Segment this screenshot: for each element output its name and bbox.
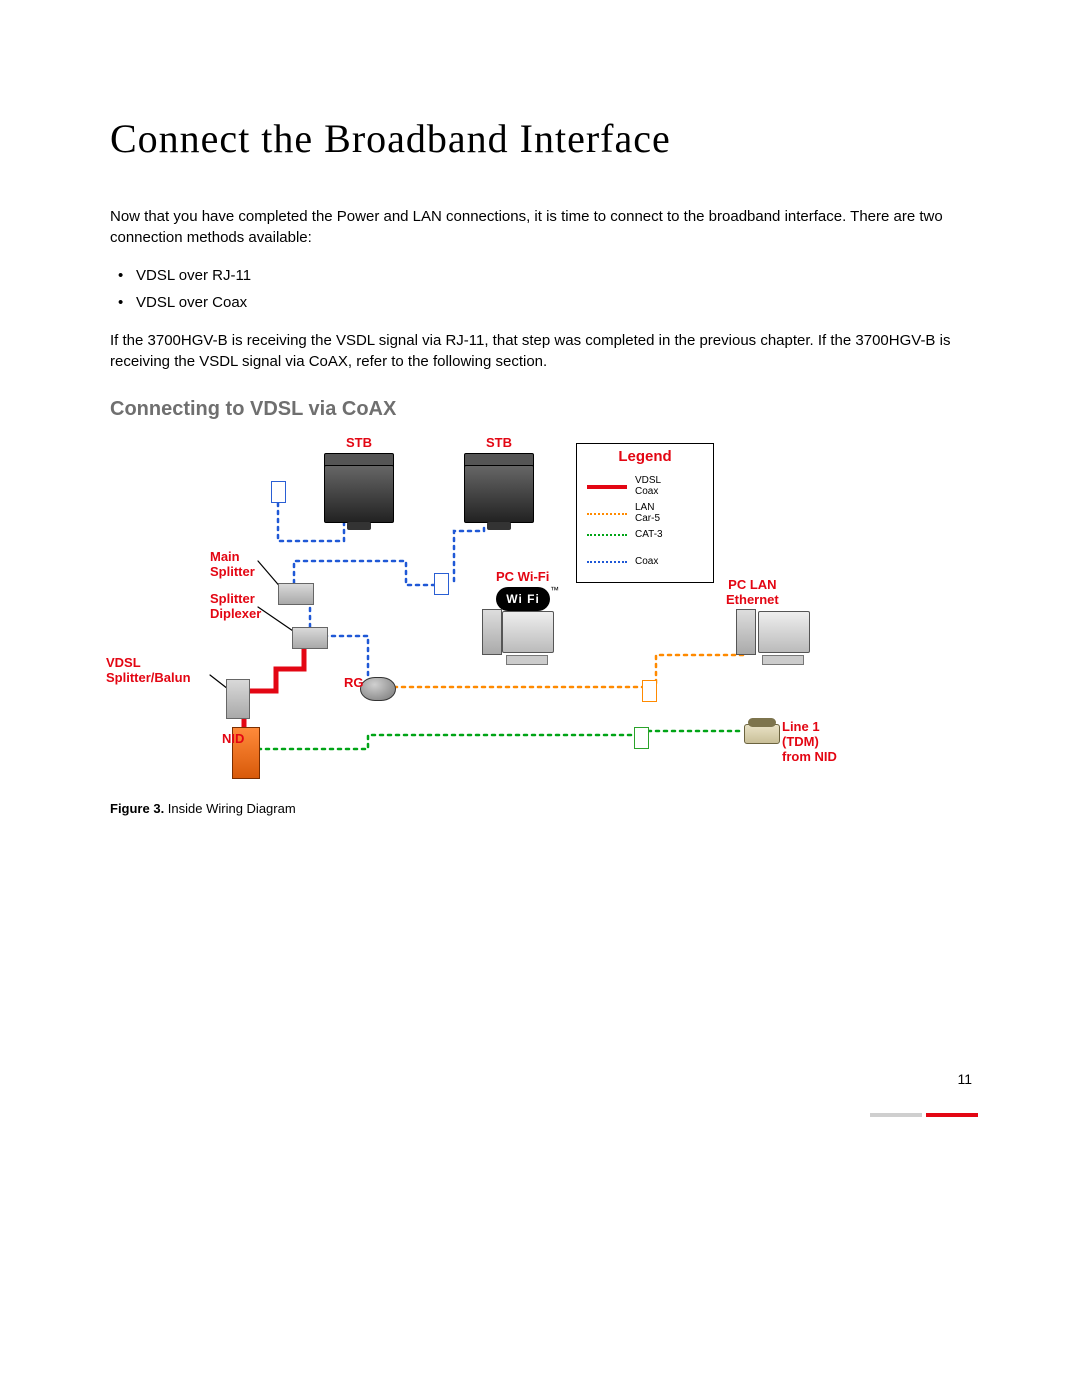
label-stb2: STB	[486, 435, 512, 450]
balun-box	[226, 679, 250, 719]
label-pc-wifi: PC Wi-Fi	[496, 569, 549, 584]
wallplate-stb2	[434, 573, 449, 595]
tv-device-1	[324, 465, 394, 523]
rg-device	[360, 677, 396, 701]
legend-swatch	[587, 513, 627, 515]
label-vdsl-balun: VDSL Splitter/Balun	[106, 655, 191, 685]
legend-box: Legend VDSL Coax LAN Car-5 CAT-3 Coax	[576, 443, 714, 583]
footer-stripe	[870, 1111, 980, 1119]
method-list: VDSL over RJ-11 VDSL over Coax	[110, 262, 980, 316]
label-nid: NID	[222, 731, 244, 746]
wifi-pc-keyboard	[506, 655, 548, 665]
label-stb1: STB	[346, 435, 372, 450]
wifi-badge: Wi Fi	[496, 587, 550, 611]
section-heading: Connecting to VDSL via CoAX	[110, 398, 980, 421]
figure-label-bold: Figure 3.	[110, 801, 164, 816]
paragraph-2: If the 3700HGV-B is receiving the VSDL s…	[110, 330, 980, 372]
label-rg: RG	[344, 675, 364, 690]
phone-icon	[744, 724, 780, 744]
lan-pc-tower	[736, 609, 756, 655]
wallplate-lan	[642, 680, 657, 702]
legend-label: CAT-3	[635, 530, 663, 541]
legend-row: VDSL Coax	[587, 476, 661, 497]
label-line1: Line 1 (TDM) from NID	[782, 719, 837, 764]
page-number: 11	[957, 1071, 972, 1087]
legend-title: Legend	[577, 448, 713, 465]
intro-paragraph: Now that you have completed the Power an…	[110, 206, 980, 248]
legend-row: Coax	[587, 557, 658, 568]
label-main-splitter: Main Splitter	[210, 549, 255, 579]
lan-pc-keyboard	[762, 655, 804, 665]
figure-caption: Figure 3. Inside Wiring Diagram	[110, 801, 980, 816]
main-splitter-box	[278, 583, 314, 605]
label-pc-lan: PC LAN Ethernet	[726, 577, 779, 607]
label-splitter-diplexer: Splitter Diplexer	[210, 591, 261, 621]
wifi-pc-tower	[482, 609, 502, 655]
diplexer-box	[292, 627, 328, 649]
legend-swatch	[587, 485, 627, 489]
bullet-item: VDSL over Coax	[136, 289, 980, 316]
wallplate-stb1	[271, 481, 286, 503]
bullet-item: VDSL over RJ-11	[136, 262, 980, 289]
wifi-pc-monitor	[502, 611, 554, 653]
legend-label: Coax	[635, 557, 658, 568]
legend-row: LAN Car-5	[587, 503, 660, 524]
legend-label: LAN Car-5	[635, 503, 660, 524]
lan-pc-monitor	[758, 611, 810, 653]
legend-swatch	[587, 561, 627, 563]
legend-label: VDSL Coax	[635, 476, 661, 497]
page-title: Connect the Broadband Interface	[110, 115, 980, 162]
wiring-diagram: Legend VDSL Coax LAN Car-5 CAT-3 Coax Wi Fi…	[106, 431, 966, 791]
legend-row: CAT-3	[587, 530, 663, 541]
tv-device-2	[464, 465, 534, 523]
wallplate-line1	[634, 727, 649, 749]
legend-swatch	[587, 534, 627, 536]
figure-label-text: Inside Wiring Diagram	[164, 801, 296, 816]
